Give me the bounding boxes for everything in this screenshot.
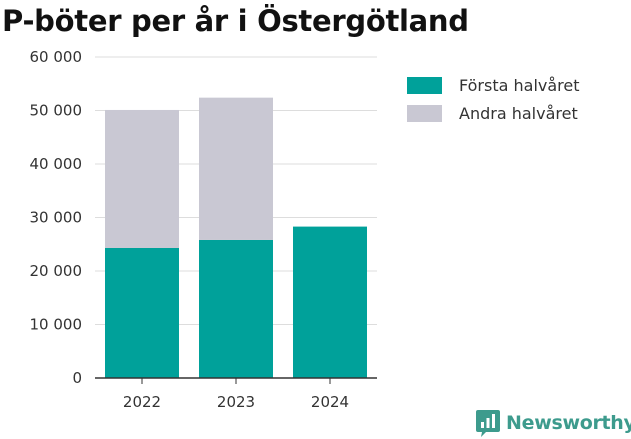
y-tick-label: 30 000: [30, 209, 83, 227]
x-tick-label: 2023: [217, 393, 255, 411]
legend-label-second-half: Andra halvåret: [459, 103, 578, 123]
legend-swatch-second-half: [407, 104, 442, 122]
y-tick-label: 40 000: [30, 155, 83, 173]
y-tick-label: 50 000: [30, 102, 83, 120]
bars: [105, 97, 367, 378]
legend-label-first-half: Första halvåret: [459, 75, 580, 95]
y-tick-label: 20 000: [30, 262, 83, 280]
x-tick-label: 2022: [123, 393, 161, 411]
y-tick-label: 0: [72, 369, 82, 387]
bar-2023-series-0: [199, 239, 273, 378]
bar-2024-series-0: [293, 226, 367, 378]
bar-2023-series-1: [199, 97, 273, 240]
x-tick-label: 2024: [311, 393, 349, 411]
tick-labels: 0 10 000 20 000 30 000 40 000 50 000 60 000 202…: [30, 48, 350, 411]
axes: [95, 377, 377, 384]
y-tick-label: 10 000: [30, 316, 83, 334]
y-tick-label: 60 000: [30, 48, 83, 66]
bar-2022-series-1: [105, 109, 179, 248]
newsworthy-wordmark: Newsworthy: [506, 412, 631, 434]
chart-title: P-böter per år i Östergötland: [2, 4, 469, 38]
legend: Första halvåret Andra halvåret: [407, 73, 580, 129]
bar-2022-series-0: [105, 247, 179, 378]
newsworthy-brand: Newsworthy: [476, 409, 631, 437]
legend-item-second-half: Andra halvåret: [407, 101, 580, 125]
legend-item-first-half: Första halvåret: [407, 73, 580, 97]
legend-swatch-first-half: [407, 76, 442, 94]
newsworthy-logo-icon: [476, 410, 500, 437]
